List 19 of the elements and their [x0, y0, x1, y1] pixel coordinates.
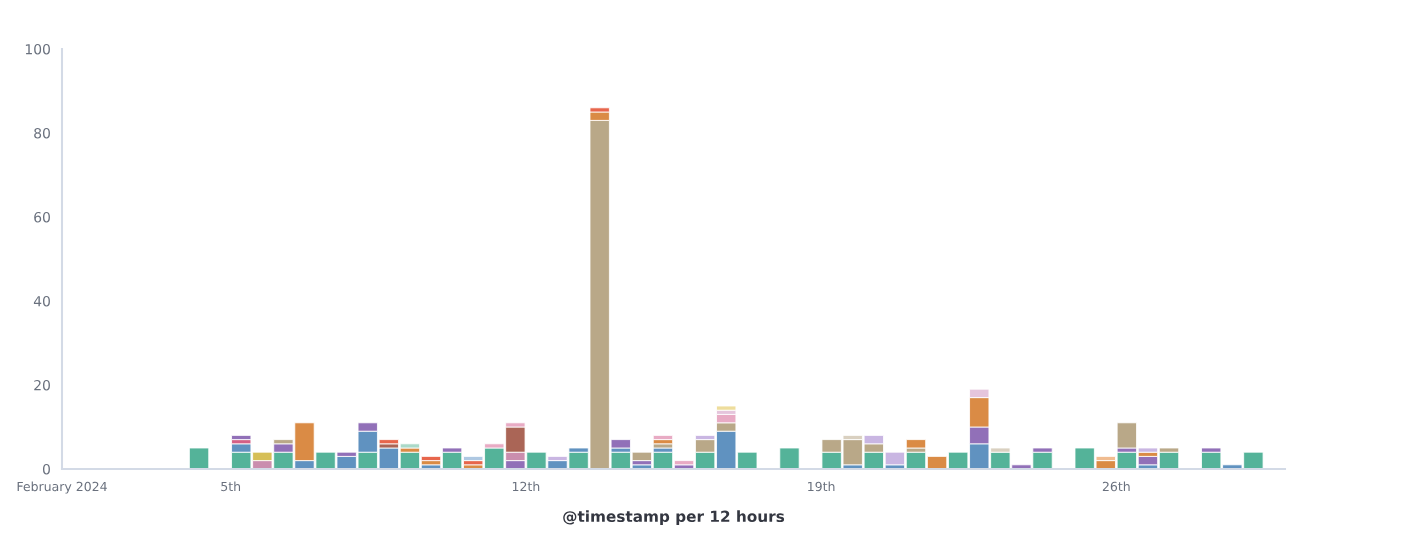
- y-tick-label: 40: [33, 295, 50, 307]
- x-tick-label: February 2024: [17, 481, 107, 494]
- bar: [652, 434, 674, 441]
- bar: [188, 447, 210, 469]
- y-tick-label: 20: [34, 379, 50, 391]
- x-tick-label: 5th: [221, 481, 241, 492]
- bar: [231, 434, 252, 441]
- x-tick-label: 26th: [1102, 481, 1130, 492]
- bar: [779, 447, 800, 469]
- y-tick-label: 60: [34, 211, 50, 223]
- x-axis-title: @timestamp per 12 hours: [563, 510, 785, 526]
- y-tick-label: 0: [42, 463, 50, 475]
- x-tick-label: 19th: [808, 481, 835, 492]
- y-tick-label: 100: [25, 43, 50, 55]
- y-tick-label: 80: [34, 127, 50, 139]
- x-tick-label: 12th: [512, 481, 540, 491]
- bar: [905, 439, 927, 449]
- bar: [716, 405, 737, 411]
- bar: [652, 443, 674, 449]
